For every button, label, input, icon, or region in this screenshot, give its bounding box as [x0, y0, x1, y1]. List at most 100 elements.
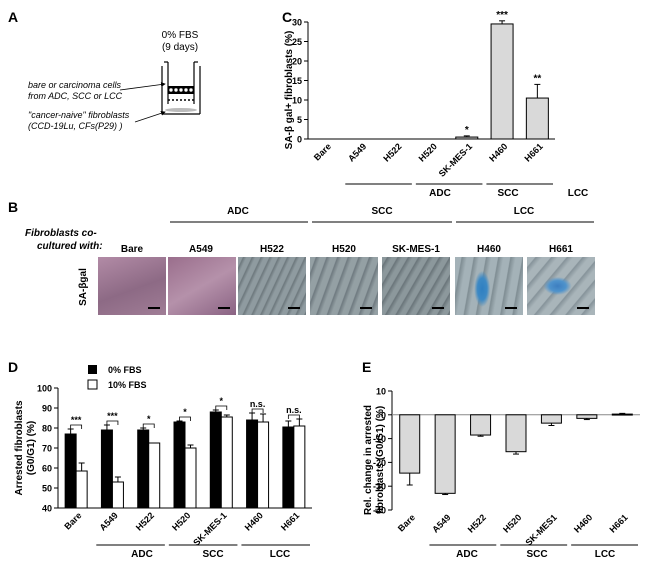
- chart-c-ytick-5: 5: [297, 115, 302, 125]
- chart-e-group-scc: SCC: [526, 549, 547, 560]
- chart-d-ytick-70: 70: [42, 444, 52, 454]
- chart-e-bar-h520: [505, 414, 527, 453]
- chart-d-bracket-a549: [106, 420, 119, 425]
- chart-c-ytick-25: 25: [292, 37, 302, 47]
- chart-e-xlabel-h460: H460: [572, 512, 594, 534]
- chart-d-sig-h522: *: [147, 414, 151, 424]
- cells-label: bare or carcinoma cells: [28, 80, 122, 90]
- transwell-schematic: 0% FBS (9 days) bare or carcinoma cells …: [28, 30, 201, 131]
- photos-group-scc: SCC: [371, 206, 392, 217]
- photo-col-h460: H460: [477, 244, 501, 255]
- chart-d-sig-a549: ***: [107, 411, 118, 421]
- chart-d-bracket-h520: [179, 416, 191, 421]
- chart-c-ytick-0: 0: [297, 135, 302, 145]
- condition-label: 0% FBS: [162, 30, 199, 41]
- chart-e-bar-h522: [470, 414, 492, 436]
- chart-d-bracket-bare: [70, 424, 83, 429]
- chart-c-sig-h460: ***: [496, 10, 508, 21]
- sa-bgal-row-label: SA-βgal: [78, 268, 89, 306]
- chart-e-bar-h460: [576, 414, 598, 419]
- micrograph-h522: [238, 257, 306, 315]
- cells-label-2: from ADC, SCC or LCC: [28, 91, 123, 101]
- chart-e-xlabel-bare: Bare: [396, 512, 417, 533]
- panel-label-e: E: [362, 359, 371, 375]
- chart-d-bar-h661-10fbs: [293, 425, 306, 509]
- chart-c-group-adc: ADC: [429, 188, 451, 199]
- chart-d-sig-bare: ***: [71, 415, 82, 425]
- legend-label-10fbs: 10% FBS: [108, 380, 147, 390]
- photos-group-adc: ADC: [227, 206, 249, 217]
- chart-e-bar-h661: [611, 413, 633, 416]
- chart-d-bar-a549-0fbs: [100, 429, 113, 509]
- chart-c-group-scc: SCC: [497, 188, 518, 199]
- chart-c-bar-h661: [525, 97, 549, 140]
- chart-d-ylabel-2: (G0/G1) (%): [26, 421, 37, 475]
- chart-d-bar-h520-0fbs: [173, 421, 186, 509]
- chart-d-xlabel-skmes1: SK-MES-1: [191, 510, 228, 547]
- chart-e-ylabel-2: fibroblasts (G0/G1) (%): [375, 406, 386, 514]
- chart-d-xlabel-h520: H520: [170, 510, 192, 532]
- chart-c-sig-h661: **: [533, 73, 541, 84]
- chart-d-bar-h522-0fbs: [137, 429, 150, 509]
- chart-c-ytick-20: 20: [292, 57, 302, 67]
- chart-d-xlabel-h522: H522: [134, 510, 156, 532]
- chart-d-bracket-h661: [287, 414, 300, 419]
- chart-d-bar-bare-0fbs: [64, 433, 77, 509]
- chart-e-group-adc: ADC: [456, 549, 478, 560]
- micrograph-h661: [527, 257, 595, 315]
- chart-e-ytick-10: 10: [376, 387, 386, 397]
- photo-col-skmes1: SK-MES-1: [392, 244, 440, 255]
- chart-d-bar-a549-10fbs: [111, 481, 124, 509]
- chart-d-sig-h520: *: [183, 407, 187, 417]
- panel-label-d: D: [8, 359, 18, 375]
- chart-e-xlabel-h661: H661: [607, 512, 629, 534]
- chart-e-bar-bare: [399, 414, 421, 474]
- chart-d-bar-skmes1-0fbs: [209, 411, 222, 509]
- chart-c-bar-skmes1: [455, 136, 479, 140]
- photo-col-h661: H661: [549, 244, 573, 255]
- chart-e-xlabel-skmes1: SK-MES1: [523, 512, 558, 547]
- chart-c-xlabel-h522: H522: [381, 141, 403, 163]
- chart-d: Arrested fibroblasts (G0/G1) (%) 0% FBS …: [14, 365, 312, 560]
- cocultured-label: Fibroblasts co-: [25, 228, 97, 239]
- chart-c-ylabel: SA-β gal+ fibroblasts (%): [284, 31, 295, 150]
- chart-d-bracket-h522: [142, 423, 155, 428]
- chart-c-ytick-15: 15: [292, 76, 302, 86]
- chart-d-ylabel: Arrested fibroblasts: [14, 400, 25, 495]
- chart-c: SA-β gal+ fibroblasts (%) ADC SCC LCC 0 5…: [284, 10, 588, 199]
- chart-d-bar-skmes1-10fbs: [220, 416, 233, 509]
- chart-d-ytick-50: 50: [42, 484, 52, 494]
- chart-e-ylabel: Rel. change in arrested: [363, 405, 374, 515]
- chart-d-ytick-60: 60: [42, 464, 52, 474]
- chart-c-xlabel-h520: H520: [417, 141, 439, 163]
- micrograph-h460: [455, 257, 523, 315]
- chart-d-bar-h460-10fbs: [257, 421, 270, 509]
- micrograph-skmes1: [382, 257, 450, 315]
- panel-label-b: B: [8, 199, 18, 215]
- chart-c-group-lcc: LCC: [568, 188, 589, 199]
- chart-e-ytick-m20: -20: [373, 458, 386, 468]
- chart-d-sig-h661: n.s.: [286, 405, 302, 415]
- chart-c-xlabel-a549: A549: [346, 141, 368, 163]
- chart-d-group-lcc: LCC: [270, 549, 291, 560]
- legend-swatch-10fbs: [87, 379, 98, 390]
- chart-c-sig-skmes1: *: [465, 125, 469, 136]
- photo-col-h520: H520: [332, 244, 356, 255]
- chart-d-bar-h460-0fbs: [246, 419, 259, 509]
- chart-d-xlabel-h460: H460: [243, 510, 265, 532]
- chart-d-xlabel-a549: A549: [98, 510, 120, 532]
- chart-e-ytick-m30: -30: [373, 482, 386, 492]
- micrograph-bare: [98, 257, 166, 315]
- chart-c-ytick-10: 10: [292, 96, 302, 106]
- panel-b-header: Fibroblasts co- cultured with: ADC SCC L…: [25, 206, 594, 306]
- chart-e-xlabel-h522: H522: [466, 512, 488, 534]
- cocultured-label-2: cultured with:: [37, 241, 103, 252]
- chart-c-xlabel-skmes1: SK-MES-1: [437, 141, 474, 178]
- chart-d-bracket-h460: [251, 408, 264, 413]
- chart-e-ytick-m10: -10: [373, 434, 386, 444]
- chart-d-bar-h661-0fbs: [282, 426, 295, 509]
- chart-e-bar-a549: [434, 414, 456, 494]
- photos-group-lcc: LCC: [514, 206, 535, 217]
- chart-d-group-adc: ADC: [131, 549, 153, 560]
- chart-d-sig-h460: n.s.: [250, 399, 266, 409]
